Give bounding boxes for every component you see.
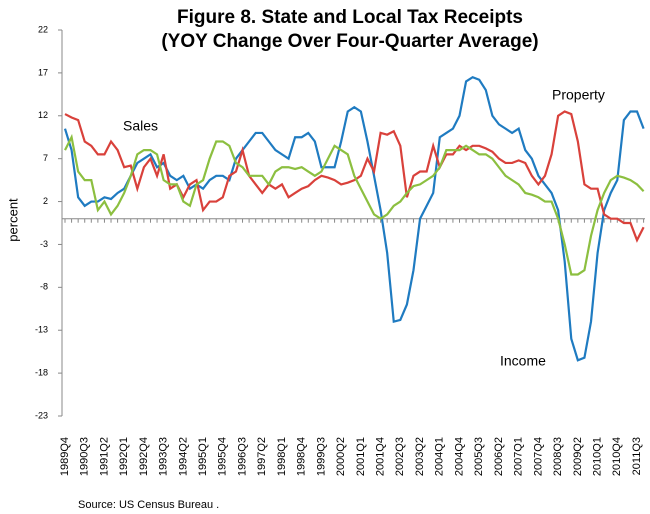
x-tick-label: 2008Q3 — [552, 437, 564, 476]
y-tick-label: 17 — [38, 67, 48, 77]
chart-title: Figure 8. State and Local Tax Receipts — [177, 7, 523, 28]
y-tick-label: 22 — [38, 24, 48, 34]
y-tick-label: -18 — [35, 367, 48, 377]
x-tick-label: 1990Q3 — [79, 437, 91, 476]
x-tick-label: 1999Q3 — [315, 437, 327, 476]
x-tick-label: 1997Q2 — [256, 437, 268, 476]
x-tick-label: 1995Q1 — [197, 437, 209, 476]
x-tick-label: 1991Q2 — [98, 437, 110, 476]
x-tick-label: 1998Q1 — [276, 437, 288, 476]
x-tick-label: 2007Q4 — [532, 437, 544, 476]
x-tick-label: 2001Q1 — [355, 437, 367, 476]
x-tick-label: 1989Q4 — [59, 437, 71, 476]
series-label: Income — [500, 353, 546, 369]
x-tick-label: 1992Q1 — [118, 437, 130, 476]
chart-title: (YOY Change Over Four-Quarter Average) — [161, 31, 538, 52]
x-tick-label: 2004Q4 — [453, 437, 465, 476]
y-tick-label: -23 — [35, 410, 48, 420]
x-tick-label: 2005Q3 — [473, 437, 485, 476]
x-tick-label: 2006Q2 — [493, 437, 505, 476]
x-tick-label: 2009Q2 — [572, 437, 584, 476]
x-tick-label: 1994Q2 — [177, 437, 189, 476]
x-tick-label: 2010Q4 — [611, 437, 623, 476]
x-tick-label: 2007Q1 — [513, 437, 525, 476]
x-tick-label: 2002Q3 — [394, 437, 406, 476]
y-tick-label: -8 — [40, 282, 48, 292]
source-note: Source: US Census Bureau . — [78, 499, 219, 511]
y-tick-label: 2 — [43, 196, 48, 206]
x-tick-label: 2010Q1 — [591, 437, 603, 476]
x-tick-label: 1993Q3 — [158, 437, 170, 476]
x-tick-label: 2011Q3 — [631, 437, 643, 475]
x-tick-label: 2000Q2 — [335, 437, 347, 476]
x-tick-label: 1996Q3 — [236, 437, 248, 476]
y-tick-label: -13 — [35, 325, 48, 335]
series-label: Property — [552, 87, 605, 103]
x-tick-label: 1992Q4 — [138, 437, 150, 476]
x-tick-label: 2003Q2 — [414, 437, 426, 476]
x-tick-label: 2001Q4 — [375, 437, 387, 476]
y-axis-label: percent — [5, 198, 20, 242]
x-tick-label: 1998Q4 — [296, 437, 308, 476]
series-line — [64, 110, 645, 243]
x-tick-label: 2004Q1 — [434, 437, 446, 476]
x-tick-label: 1995Q4 — [217, 437, 229, 476]
y-tick-label: 7 — [43, 153, 48, 163]
series-line — [64, 133, 645, 276]
y-tick-label: -3 — [40, 239, 48, 249]
series-label: Sales — [123, 118, 158, 134]
y-tick-label: 12 — [38, 110, 48, 120]
